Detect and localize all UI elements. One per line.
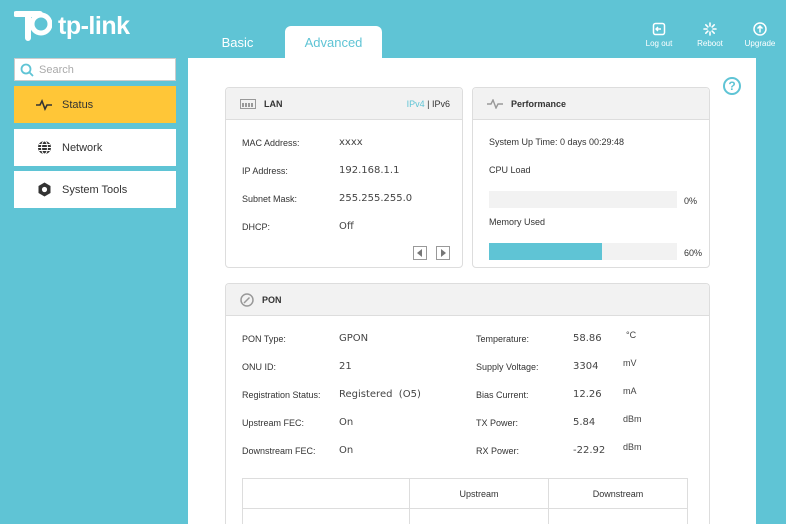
table-row <box>242 508 688 524</box>
upstream-fec-label: Upstream FEC: <box>242 418 305 428</box>
ip-version-separator: | <box>427 98 430 109</box>
performance-title: Performance <box>511 98 567 109</box>
tx-power-unit: dBm <box>623 414 642 424</box>
pon-type-label: PON Type: <box>242 334 286 344</box>
downstream-fec-value: On <box>339 445 354 456</box>
tab-basic[interactable]: Basic <box>221 34 254 50</box>
logout-label: Log out <box>645 39 673 48</box>
tab-advanced[interactable]: Advanced <box>285 26 382 58</box>
table-header-cell <box>242 478 410 509</box>
upstream-fec-value: On <box>339 417 354 428</box>
lan-card: LAN IPv4 | IPv6 MAC Address: xxxx IP Add… <box>225 87 463 268</box>
reboot-icon <box>703 22 717 36</box>
pon-card: PON PON Type: GPON ONU ID: 21 Registrati… <box>225 283 710 524</box>
downstream-fec-label: Downstream FEC: <box>242 446 316 456</box>
logout-button[interactable]: Log out <box>636 22 682 48</box>
temperature-label: Temperature: <box>476 334 530 344</box>
dhcp-label: DHCP: <box>242 222 271 232</box>
temperature-unit: °C <box>626 330 637 340</box>
sidebar-item-label: Network <box>62 141 103 154</box>
gauge-icon <box>240 292 254 307</box>
tp-link-logo: tp-link <box>13 8 130 44</box>
table-cell <box>242 508 410 524</box>
pon-card-header: PON <box>226 284 709 316</box>
gear-icon <box>34 182 54 197</box>
search-icon <box>20 63 34 77</box>
sidebar-item-system-tools[interactable]: System Tools <box>14 171 176 208</box>
ip-version-switch: IPv4 | IPv6 <box>407 99 450 109</box>
supply-voltage-unit: mV <box>623 358 637 368</box>
sidebar-item-label: Status <box>62 98 94 111</box>
next-button[interactable] <box>436 246 450 260</box>
dhcp-value: Off <box>339 221 354 232</box>
memory-bar <box>489 243 677 260</box>
ip-value: 192.168.1.1 <box>339 165 400 176</box>
pulse-icon <box>487 98 503 109</box>
ip-label: IP Address: <box>242 166 288 176</box>
ipv4-link[interactable]: IPv4 <box>406 98 425 109</box>
registration-label: Registration Status: <box>242 390 321 400</box>
temperature-value: 58.86 <box>573 333 602 344</box>
tx-power-value: 5.84 <box>573 417 596 428</box>
memory-percent: 60% <box>684 248 703 258</box>
ipv6-link[interactable]: IPv6 <box>431 98 450 109</box>
table-cell <box>409 508 549 524</box>
help-icon[interactable]: ? <box>723 77 741 95</box>
table-header-cell: Upstream <box>409 478 549 509</box>
arrow-right-icon <box>441 249 446 257</box>
logout-icon <box>652 22 666 36</box>
rx-power-unit: dBm <box>623 442 642 452</box>
bias-current-unit: mA <box>623 386 637 396</box>
upgrade-icon <box>753 22 767 36</box>
lan-card-header: LAN IPv4 | IPv6 <box>226 88 462 120</box>
uptime-text: System Up Time: 0 days 00:29:48 <box>489 137 625 147</box>
prev-button[interactable] <box>413 246 427 260</box>
bias-current-label: Bias Current: <box>476 390 529 400</box>
upgrade-button[interactable]: Upgrade <box>737 22 783 48</box>
memory-bar-fill <box>489 243 602 260</box>
pon-type-value: GPON <box>339 333 369 344</box>
performance-card: Performance System Up Time: 0 days 00:29… <box>472 87 710 268</box>
stream-table: Upstream Downstream <box>242 478 688 524</box>
sidebar-item-status[interactable]: Status <box>14 86 176 123</box>
tx-power-label: TX Power: <box>476 418 519 428</box>
globe-icon <box>34 140 54 155</box>
supply-voltage-value: 3304 <box>573 361 599 372</box>
cpu-label: CPU Load <box>489 165 531 175</box>
onu-id-label: ONU ID: <box>242 362 277 372</box>
registration-value: Registered (O5) <box>339 389 421 400</box>
pulse-icon <box>34 98 54 111</box>
onu-id-value: 21 <box>339 361 352 372</box>
mac-value: xxxx <box>339 137 363 148</box>
pon-title: PON <box>262 294 282 305</box>
sidebar-item-label: System Tools <box>62 183 128 196</box>
mask-label: Subnet Mask: <box>242 194 298 204</box>
cpu-percent: 0% <box>684 196 698 206</box>
bias-current-value: 12.26 <box>573 389 602 400</box>
rx-power-value: -22.92 <box>573 445 606 456</box>
table-cell <box>548 508 688 524</box>
lan-title: LAN <box>264 98 283 109</box>
sidebar-item-network[interactable]: Network <box>14 129 176 166</box>
mac-label: MAC Address: <box>242 138 300 148</box>
ethernet-icon <box>240 98 256 109</box>
mask-value: 255.255.255.0 <box>339 193 413 204</box>
arrow-left-icon <box>417 249 422 257</box>
search-box[interactable] <box>14 58 176 81</box>
rx-power-label: RX Power: <box>476 446 520 456</box>
brand-name: tp-link <box>58 11 130 40</box>
cpu-bar <box>489 191 677 208</box>
main-panel: ? LAN IPv4 | IPv6 MAC Address: xxxx IP A… <box>188 58 756 524</box>
performance-card-header: Performance <box>473 88 709 120</box>
table-header-cell: Downstream <box>548 478 688 509</box>
logo-mark-icon <box>13 8 54 44</box>
reboot-label: Reboot <box>697 39 723 48</box>
reboot-button[interactable]: Reboot <box>687 22 733 48</box>
supply-voltage-label: Supply Voltage: <box>476 362 539 372</box>
table-header-row: Upstream Downstream <box>242 478 688 509</box>
upgrade-label: Upgrade <box>744 39 776 48</box>
search-input[interactable] <box>39 63 159 76</box>
memory-label: Memory Used <box>489 217 546 227</box>
